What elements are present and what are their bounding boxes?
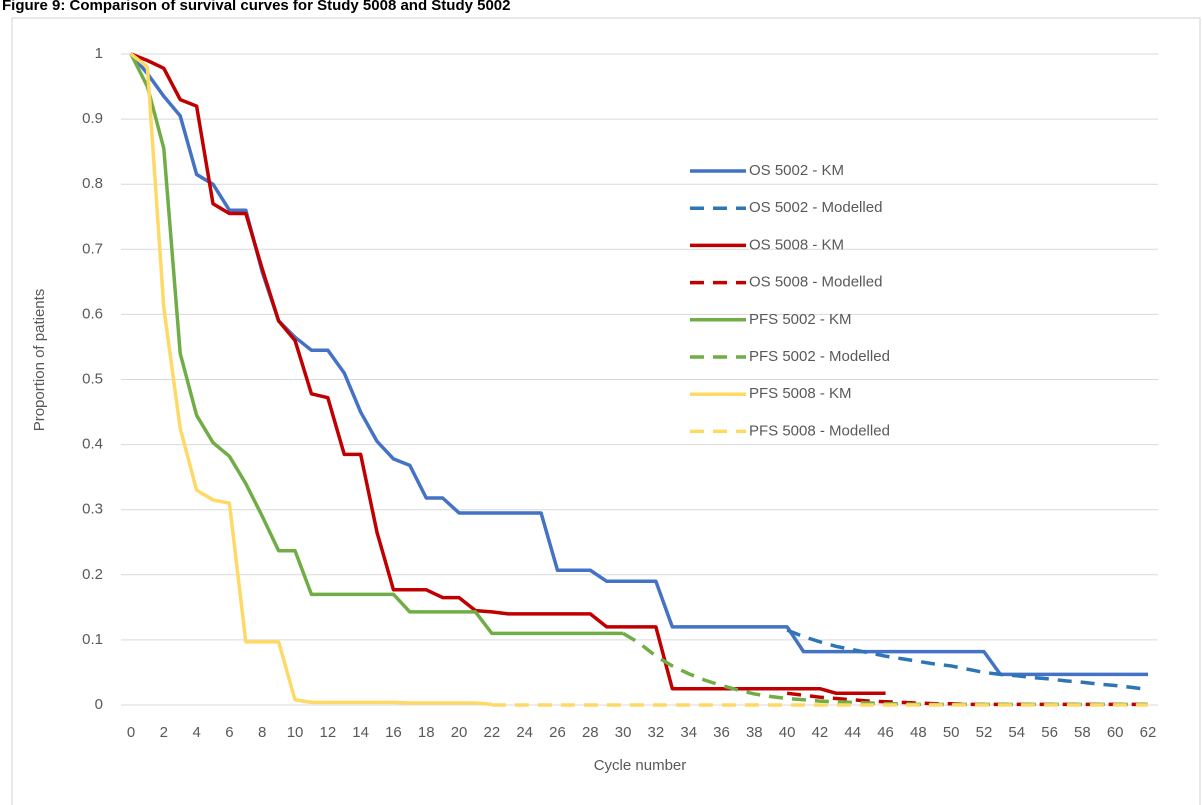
y-tick-label: 0	[95, 696, 103, 713]
x-tick-label: 10	[287, 724, 304, 741]
series-line	[129, 53, 624, 636]
x-tick-label: 44	[844, 724, 861, 741]
y-tick-label: 0.8	[82, 175, 103, 192]
x-tick-label: 40	[779, 724, 796, 741]
x-tick-label: 22	[484, 724, 501, 741]
x-tick-label: 60	[1107, 724, 1124, 741]
y-tick-label: 0.6	[82, 305, 103, 322]
legend-label: PFS 5002 - KM	[749, 311, 852, 328]
y-tick-label: 0.5	[82, 370, 103, 387]
x-tick-label: 42	[812, 724, 829, 741]
x-tick-label: 14	[352, 724, 369, 741]
x-tick-label: 50	[943, 724, 960, 741]
x-tick-label: 36	[713, 724, 730, 741]
y-tick-label: 0.7	[82, 240, 103, 257]
series-line	[130, 52, 886, 696]
series-line	[786, 691, 1148, 707]
x-tick-label: 26	[549, 724, 566, 741]
legend-label: OS 5002 - KM	[749, 162, 844, 179]
x-tick-label: 52	[976, 724, 993, 741]
series-line	[129, 52, 493, 707]
x-tick-label: 32	[648, 724, 665, 741]
legend-label: PFS 5008 - Modelled	[749, 422, 890, 439]
y-tick-label: 0.3	[82, 501, 103, 518]
x-tick-label: 16	[385, 724, 402, 741]
y-tick-label: 0.9	[82, 110, 103, 127]
x-tick-label: 2	[160, 724, 168, 741]
chart-title: Figure 9: Comparison of survival curves …	[2, 0, 511, 14]
x-tick-label: 56	[1041, 724, 1058, 741]
x-tick-label: 28	[582, 724, 599, 741]
legend-label: OS 5008 - Modelled	[749, 274, 882, 291]
series-line	[129, 52, 1148, 677]
x-tick-label: 34	[680, 724, 697, 741]
x-tick-label: 20	[451, 724, 468, 741]
x-axis-label: Cycle number	[594, 757, 687, 774]
y-axis-label: Proportion of patients	[31, 289, 48, 432]
x-tick-label: 58	[1074, 724, 1091, 741]
x-tick-label: 48	[910, 724, 927, 741]
x-tick-label: 38	[746, 724, 763, 741]
y-tick-label: 0.4	[82, 436, 103, 453]
x-tick-label: 6	[225, 724, 233, 741]
x-tick-label: 62	[1140, 724, 1157, 741]
legend-label: PFS 5002 - Modelled	[749, 348, 890, 365]
legend-label: OS 5008 - KM	[749, 236, 844, 253]
x-tick-label: 8	[258, 724, 266, 741]
y-tick-label: 1	[95, 45, 103, 62]
x-tick-label: 54	[1008, 724, 1025, 741]
x-tick-label: 46	[877, 724, 894, 741]
legend-label: OS 5002 - Modelled	[749, 199, 882, 216]
series-line	[786, 628, 1149, 692]
x-tick-label: 4	[192, 724, 200, 741]
y-tick-label: 0.1	[82, 631, 103, 648]
x-tick-label: 18	[418, 724, 435, 741]
chart-border	[11, 17, 1201, 805]
x-tick-label: 0	[127, 724, 135, 741]
y-tick-label: 0.2	[82, 566, 103, 583]
x-tick-label: 30	[615, 724, 632, 741]
legend-label: PFS 5008 - KM	[749, 385, 852, 402]
x-tick-label: 24	[516, 724, 533, 741]
x-tick-label: 12	[319, 724, 336, 741]
